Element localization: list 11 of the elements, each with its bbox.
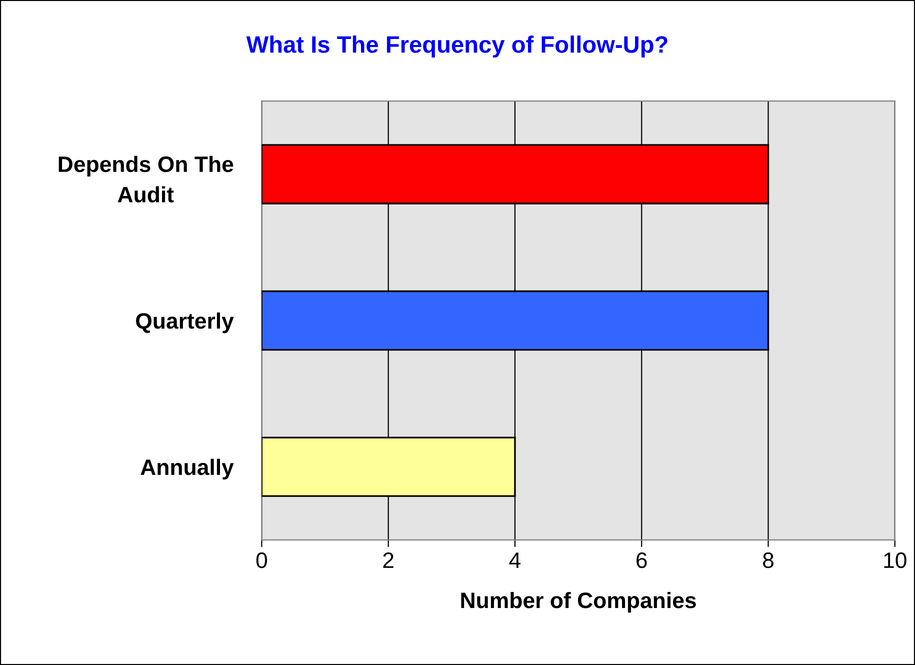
x-tick-label: 6	[636, 552, 647, 568]
y-tick-label: Depends On The Audit	[58, 156, 234, 203]
x-tick-label: 10	[884, 552, 906, 568]
chart-title: What Is The Frequency of Follow-Up?	[246, 36, 668, 58]
y-tick-label: Annually	[140, 458, 234, 480]
x-tick-label: 4	[509, 552, 520, 568]
x-axis-title: Number of Companies	[461, 592, 696, 613]
y-tick-label: Quarterly	[136, 312, 234, 334]
x-tick-label: 2	[383, 552, 394, 568]
x-tick-label: 0	[256, 552, 267, 568]
x-tick-label: 8	[763, 552, 774, 568]
